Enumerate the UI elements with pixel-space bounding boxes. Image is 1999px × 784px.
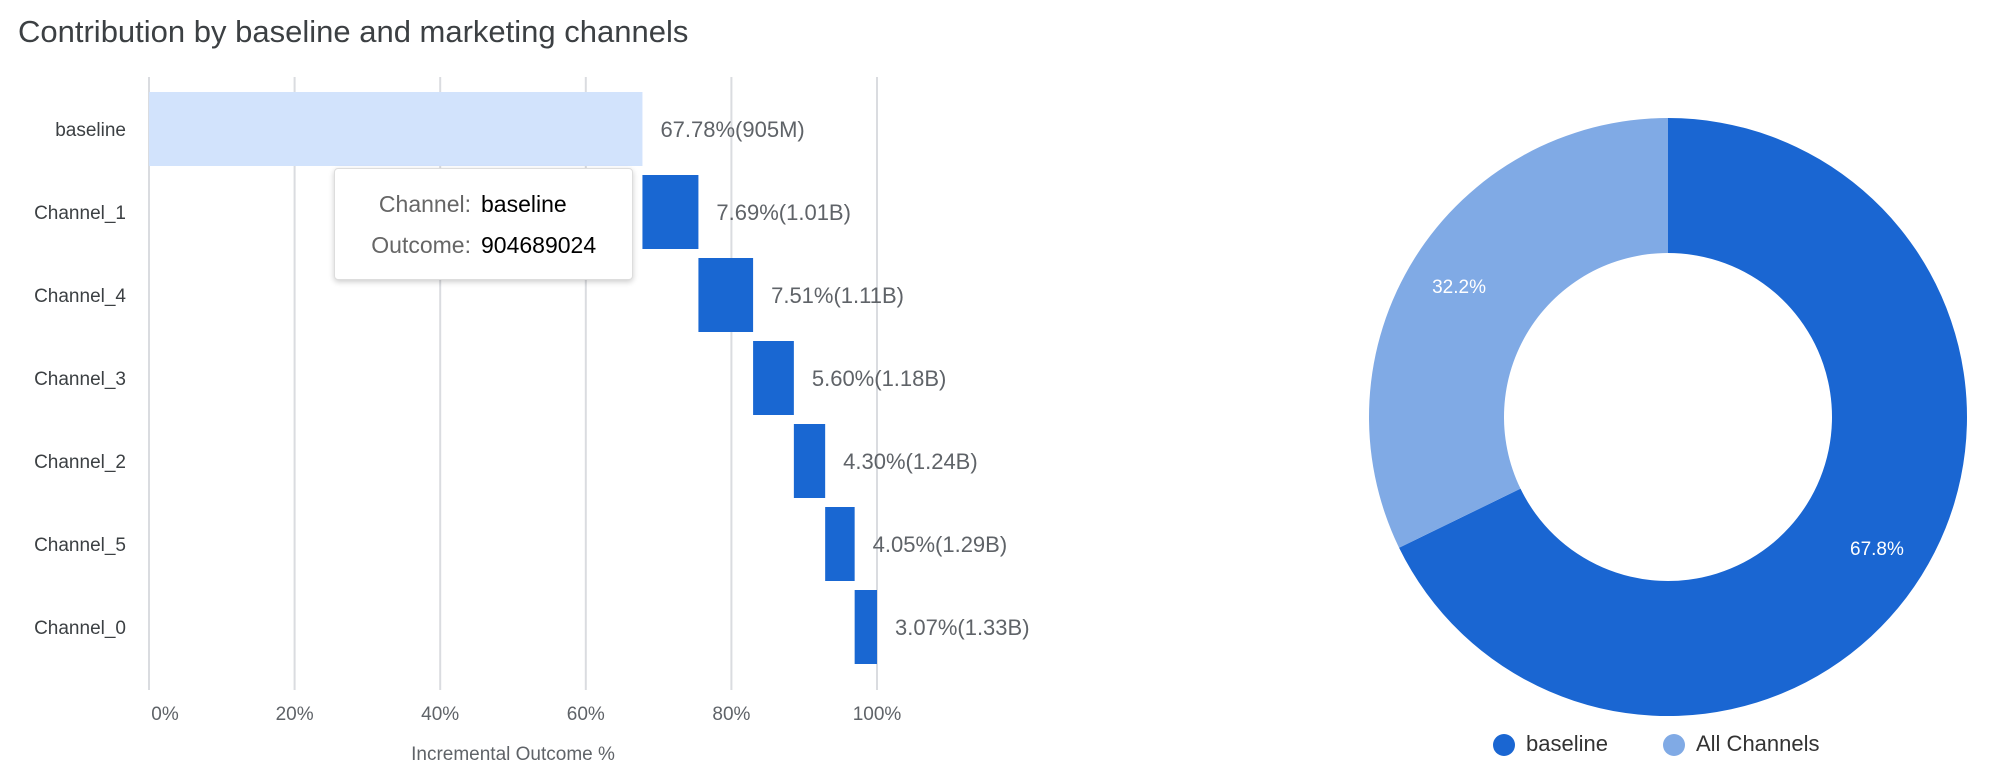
tooltip-outcome-label: Outcome:	[371, 232, 471, 258]
pie-slice-label: 67.8%	[1850, 539, 1904, 560]
data-label: 4.30%(1.24B)	[843, 449, 978, 474]
bar-channel-3	[753, 341, 794, 415]
data-label: 7.51%(1.11B)	[771, 283, 904, 308]
data-label: 3.07%(1.33B)	[895, 615, 1030, 640]
x-tick-label: 0%	[151, 704, 179, 725]
bar-channel-1	[642, 175, 699, 249]
pie-slice-label: 32.2%	[1432, 277, 1486, 298]
data-label: 4.05%(1.29B)	[873, 532, 1008, 557]
y-tick-label: Channel_3	[34, 369, 126, 390]
tooltip: Channel: baseline Outcome: 904689024	[334, 168, 633, 280]
y-tick-label: Channel_4	[34, 286, 126, 307]
bar-channel-5	[825, 507, 855, 581]
data-label: 7.69%(1.01B)	[716, 200, 851, 225]
bar-channel-0	[854, 590, 877, 664]
legend-marker	[1663, 734, 1685, 756]
bar-baseline	[149, 92, 643, 166]
x-tick-label: 100%	[853, 704, 902, 725]
chart-title: Contribution by baseline and marketing c…	[18, 14, 689, 49]
legend-marker	[1493, 734, 1515, 756]
x-axis-title: Incremental Outcome %	[411, 744, 615, 765]
tooltip-outcome-value: 904689024	[481, 232, 597, 258]
y-tick-label: Channel_1	[34, 203, 126, 224]
legend-label: baseline	[1526, 731, 1608, 756]
y-tick-label: baseline	[55, 120, 126, 141]
y-tick-label: Channel_2	[34, 452, 126, 473]
y-tick-label: Channel_0	[34, 618, 126, 639]
legend-item-baseline[interactable]: baseline	[1493, 731, 1693, 759]
x-tick-label: 40%	[421, 704, 459, 725]
x-tick-label: 60%	[567, 704, 605, 725]
y-tick-label: Channel_5	[34, 535, 126, 556]
legend-item-all-channels[interactable]: All Channels	[1663, 731, 1863, 759]
x-tick-label: 80%	[712, 704, 750, 725]
pie-slice-all-channels	[1369, 118, 1668, 548]
bar-channel-4	[698, 258, 754, 332]
data-label: 67.78%(905M)	[660, 117, 804, 142]
legend-label: All Channels	[1696, 731, 1820, 756]
bar-channel-2	[793, 424, 826, 498]
tooltip-channel-label: Channel:	[378, 191, 471, 217]
tooltip-channel-value: baseline	[481, 191, 567, 217]
x-tick-label: 20%	[276, 704, 314, 725]
data-label: 5.60%(1.18B)	[812, 366, 947, 391]
pie-slice-baseline	[1399, 118, 1968, 716]
